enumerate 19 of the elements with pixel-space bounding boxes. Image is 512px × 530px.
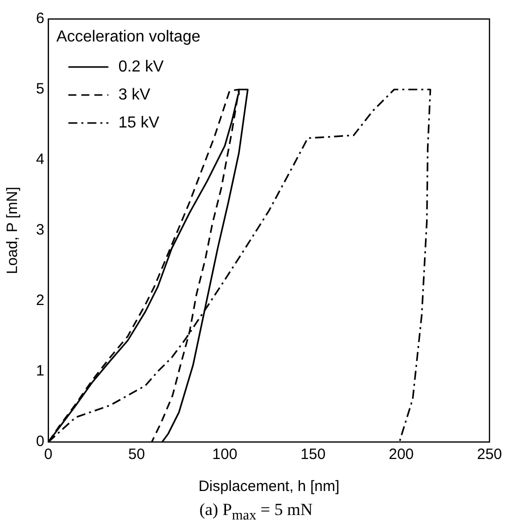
legend-label: 15 kV [118,114,160,132]
y-tick-label: 0 [36,433,44,450]
y-tick-label: 4 [36,151,44,168]
x-axis-title: Displacement, h [nm] [198,478,340,496]
x-tick-label: 50 [128,446,145,464]
x-tick-label: 200 [388,446,414,464]
y-tick-label: 2 [36,292,44,310]
y-tick-label: 1 [36,362,44,380]
x-tick-label: 250 [476,446,502,464]
y-axis-title: Load, P [mN] [4,186,22,274]
y-tick-label: 6 [36,10,44,28]
y-tick-label: 5 [36,80,44,98]
legend-label: 3 kV [118,86,151,104]
legend-title: Acceleration voltage [56,28,201,46]
y-tick-label: 3 [36,222,44,239]
x-tick-label: 150 [300,446,326,464]
text: (a) P$_{max}$ = 5 mN [198,500,314,524]
x-tick-label: 100 [212,446,238,464]
legend-label: 0.2 kV [118,58,164,76]
